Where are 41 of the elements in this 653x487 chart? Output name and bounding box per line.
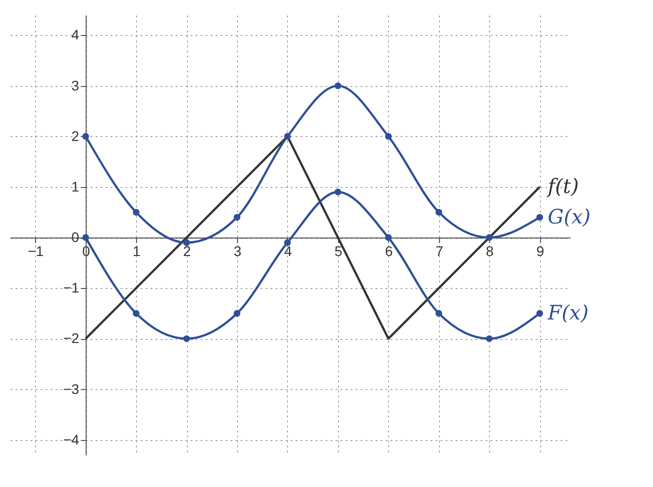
- x-tick-label: 3: [234, 243, 242, 260]
- point: [334, 188, 342, 196]
- y-tick-label: −1: [63, 280, 80, 296]
- y-tick-label: 3: [71, 77, 80, 94]
- point: [486, 335, 493, 342]
- series-label: G(x): [548, 204, 591, 228]
- y-tick-label: −2: [63, 330, 80, 346]
- point: [486, 234, 493, 241]
- point: [536, 310, 544, 317]
- point: [234, 214, 240, 221]
- point: [183, 239, 190, 246]
- x-tick-label: 5: [334, 243, 343, 260]
- point: [132, 310, 140, 317]
- point: [334, 82, 342, 90]
- point: [385, 234, 392, 241]
- point: [132, 208, 140, 216]
- x-tick-label: 9: [536, 243, 544, 260]
- x-tick-label: 7: [435, 243, 444, 260]
- point: [234, 310, 240, 317]
- point: [284, 239, 291, 246]
- x-tick-label: −1: [28, 243, 44, 260]
- x-tick-label: 8: [486, 243, 494, 260]
- point: [183, 335, 190, 342]
- series-label: F(x): [546, 300, 588, 324]
- point: [435, 208, 442, 216]
- point: [435, 310, 442, 317]
- y-tick-label: 2: [71, 128, 80, 144]
- y-tick-label: −3: [63, 380, 80, 397]
- point: [82, 234, 90, 241]
- y-tick-label: −4: [63, 431, 80, 448]
- series-label: f(t): [546, 174, 579, 198]
- point: [385, 133, 392, 140]
- y-tick-label: 1: [71, 178, 80, 194]
- x-tick-label: 4: [284, 243, 292, 260]
- x-tick-label: 2: [183, 243, 192, 260]
- x-tick-label: 6: [384, 243, 393, 260]
- point: [536, 214, 544, 221]
- point: [82, 133, 90, 140]
- y-tick-label: 4: [71, 26, 80, 43]
- x-tick-label: 1: [132, 243, 141, 260]
- point: [284, 133, 291, 140]
